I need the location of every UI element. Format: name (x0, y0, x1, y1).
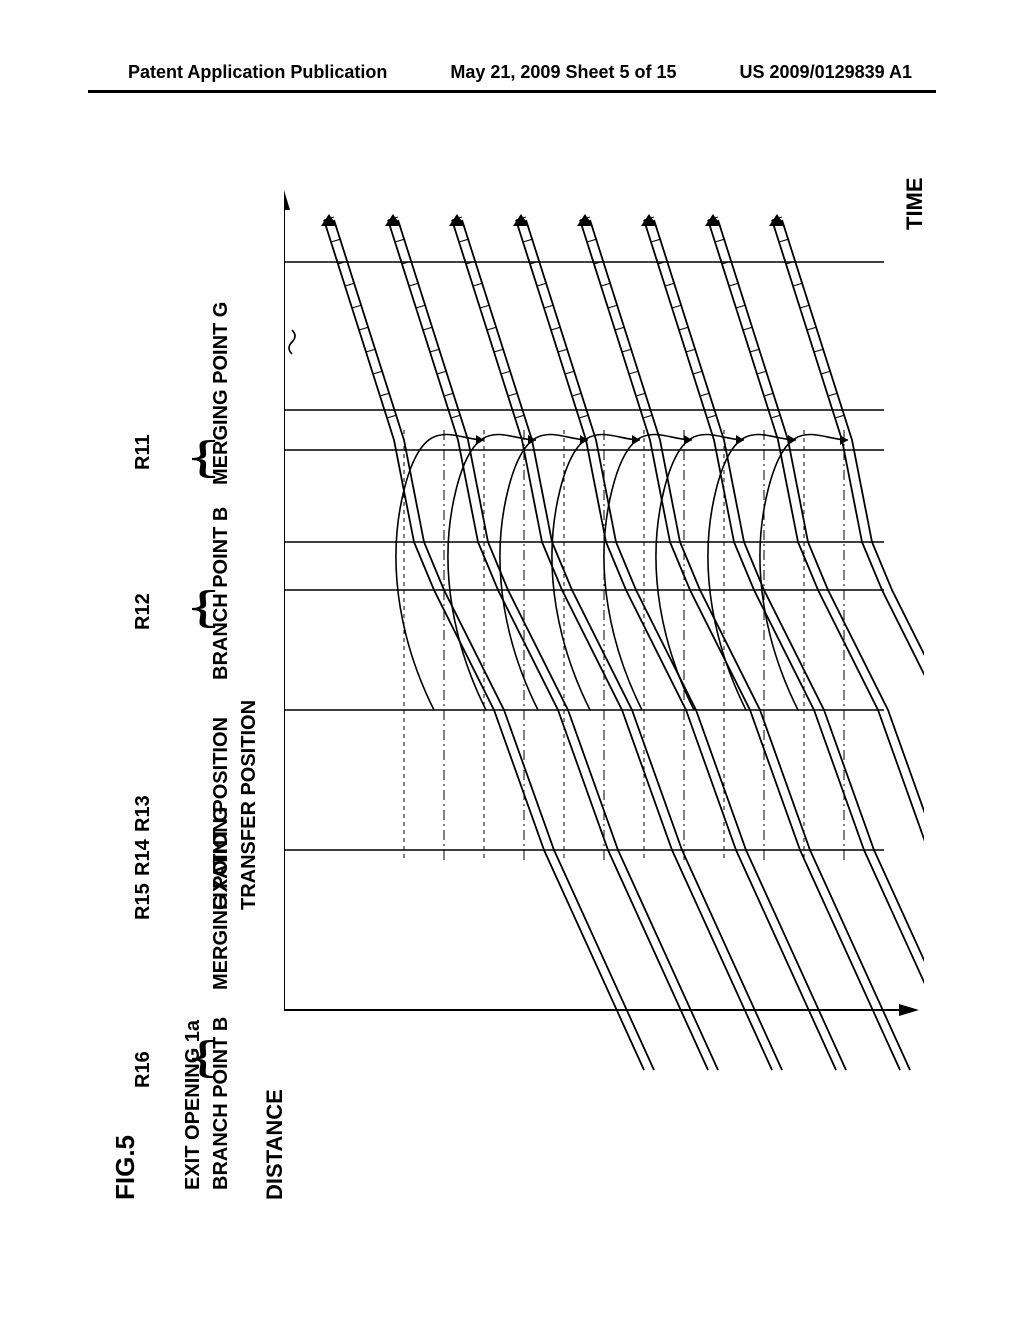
ylabel-fixation: FIXATION POSITION (210, 717, 233, 910)
header-rule (88, 90, 936, 93)
brace-icon: ︷ (106, 1039, 234, 1079)
page-header: Patent Application Publication May 21, 2… (0, 62, 1024, 83)
brace-icon: ︷ (106, 439, 234, 479)
region-R14: R14 (132, 839, 155, 876)
figure-label: FIG.5 (110, 1135, 141, 1200)
region-R13: R13 (132, 795, 155, 832)
timing-chart (284, 170, 924, 1210)
page: Patent Application Publication May 21, 2… (0, 0, 1024, 1320)
figure-5: FIG.5 DISTANCE TIME EXIT OPENING 1a BRAN… (104, 160, 924, 1220)
header-left: Patent Application Publication (128, 62, 387, 83)
ylabel-transfer: TRANSFER POSITION (238, 700, 261, 910)
header-center: May 21, 2009 Sheet 5 of 15 (450, 62, 676, 83)
header-right: US 2009/0129839 A1 (740, 62, 912, 83)
region-R15: R15 (132, 883, 155, 920)
brace-icon: ︷ (106, 589, 234, 629)
